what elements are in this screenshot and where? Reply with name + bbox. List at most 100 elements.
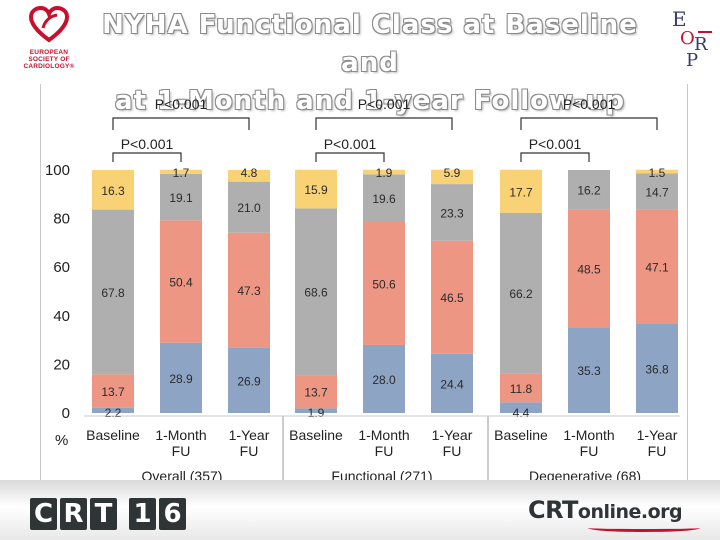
bar-segment: [228, 232, 270, 348]
p-value-inner: P<0.001: [324, 136, 377, 152]
bar-segment: [295, 408, 337, 413]
y-tick-label: 0: [62, 405, 70, 422]
y-tick-label: 100: [45, 162, 70, 179]
bar-segment: [295, 208, 337, 376]
category-label: FU: [580, 443, 599, 459]
bar-segment: [160, 220, 202, 343]
data-label: 28.9: [169, 372, 193, 386]
y-tick-label: 60: [53, 259, 70, 276]
data-label: 15.9: [304, 183, 328, 197]
slide-title-line: at 1-Month and 1-year Follow-up: [115, 86, 625, 116]
esc-logo-line: EUROPEAN: [29, 49, 69, 56]
data-label: 50.6: [372, 277, 396, 291]
category-label: 1-Month: [155, 427, 206, 443]
significance-bracket-outer: [112, 117, 250, 130]
data-label: 28.0: [372, 373, 396, 387]
data-label: 48.5: [577, 262, 601, 276]
significance-bracket-inner: [112, 152, 182, 162]
bar-segment: [295, 375, 337, 409]
bar-segment: [92, 407, 134, 413]
eorp-letter: R: [694, 34, 708, 55]
bar-segment: [160, 173, 202, 221]
data-label: 16.3: [101, 184, 125, 198]
bar-segment: [160, 342, 202, 413]
data-label: 50.4: [169, 276, 193, 290]
y-axis-label: %: [55, 432, 68, 449]
bar-segment: [295, 169, 337, 209]
category-label: 1-Year: [229, 427, 270, 443]
crt16-logo-letter: 1: [129, 498, 156, 530]
crtonline-logo-main: CRT: [528, 496, 578, 524]
data-label: 24.4: [440, 377, 464, 391]
significance-bracket-inner: [315, 152, 385, 162]
category-label: FU: [648, 443, 667, 459]
bar-segment: [363, 174, 405, 223]
bar-segment: [568, 209, 610, 328]
bar-segment: [500, 212, 542, 374]
category-label: Baseline: [494, 427, 548, 443]
data-label: 13.7: [101, 385, 125, 399]
significance-bracket-outer: [520, 117, 658, 130]
category-label: Baseline: [289, 427, 343, 443]
data-label: 21.0: [237, 201, 261, 215]
esc-logo-line: CARDIOLOGY®: [23, 63, 75, 70]
bar-segment: [500, 402, 542, 413]
significance-bracket-inner: [520, 152, 590, 162]
esc-logo-line: SOCIETY OF: [28, 56, 70, 63]
crt16-logo-letter: 6: [159, 498, 186, 530]
y-tick-label: 40: [53, 308, 70, 325]
p-value-outer: P<0.001: [358, 96, 411, 112]
bar-segment: [500, 373, 542, 403]
data-label: 26.9: [237, 374, 261, 388]
data-label: 1.9: [376, 166, 393, 180]
data-label: 2.2: [105, 406, 122, 420]
swoosh-icon: [588, 524, 700, 532]
bar-segment: [431, 353, 473, 413]
eorp-letter: O: [680, 28, 695, 49]
crt16-logo-letter: T: [90, 498, 117, 530]
bar-segment: [500, 169, 542, 213]
eorp-letter: P: [686, 50, 698, 68]
category-label: FU: [375, 443, 394, 459]
data-label: 14.7: [645, 185, 669, 199]
bar-segment: [431, 169, 473, 185]
data-label: 35.3: [577, 364, 601, 378]
bar-segment: [228, 347, 270, 413]
data-label: 1.7: [173, 166, 190, 180]
bar-segment: [363, 344, 405, 413]
bar-segment: [636, 323, 678, 413]
bar-segment: [228, 181, 270, 233]
bar-segment: [160, 169, 202, 174]
category-label: FU: [172, 443, 191, 459]
data-label: 5.9: [444, 166, 461, 180]
bar-segment: [636, 209, 678, 324]
data-label: 16.2: [577, 184, 601, 198]
crt16-logo: C R T 1 6: [30, 498, 186, 530]
data-label: 19.1: [169, 191, 193, 205]
slide-title: NYHA Functional Class at Baseline and at…: [90, 6, 650, 120]
data-label: 47.3: [237, 284, 261, 298]
p-value-outer: P<0.001: [563, 96, 616, 112]
significance-bracket-outer: [315, 117, 453, 130]
crtonline-logo: CRTonline.org: [528, 496, 700, 532]
data-label: 68.6: [304, 286, 328, 300]
data-label: 47.1: [645, 260, 669, 274]
crt16-logo-letter: C: [30, 498, 57, 530]
bar-segment: [228, 170, 270, 182]
data-label: 1.5: [649, 166, 666, 180]
data-label: 36.8: [645, 362, 669, 376]
category-label: FU: [443, 443, 462, 459]
category-label: FU: [240, 443, 259, 459]
data-label: 11.8: [510, 382, 533, 396]
bar-segment: [568, 327, 610, 413]
esc-logo: EUROPEAN SOCIETY OF CARDIOLOGY®: [14, 5, 84, 70]
slide-title-line: NYHA Functional Class at Baseline and: [102, 10, 638, 78]
bar-segment: [363, 169, 405, 175]
y-tick-label: 80: [53, 211, 70, 228]
data-label: 17.7: [509, 185, 533, 199]
data-label: 23.3: [440, 206, 464, 220]
data-label: 19.6: [372, 192, 396, 206]
bar-segment: [431, 184, 473, 241]
category-label: 1-Month: [358, 427, 409, 443]
data-label: 13.7: [304, 386, 328, 400]
